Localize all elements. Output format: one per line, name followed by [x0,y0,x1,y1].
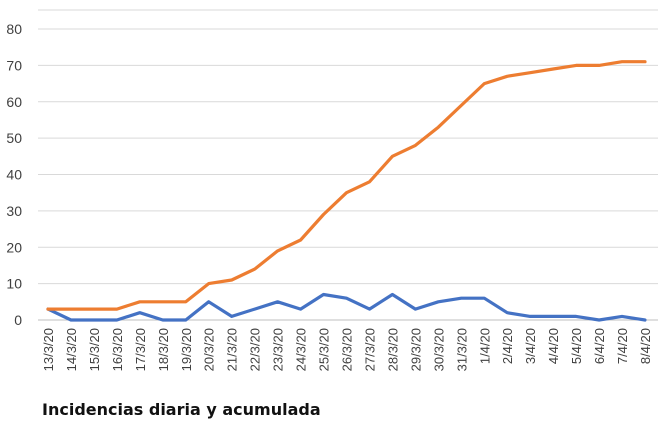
x-tick-label: 25/3/20 [317,328,332,371]
x-tick-label: 13/3/20 [41,328,56,371]
y-tick-label: 30 [6,203,22,219]
x-tick-label: 1/4/20 [477,328,492,364]
y-tick-label: 20 [6,239,22,255]
x-tick-label: 24/3/20 [294,328,309,371]
series-line-1 [46,292,647,322]
x-tick-label: 7/4/20 [615,328,630,364]
x-tick-label: 31/3/20 [454,328,469,371]
x-tick-label: 30/3/20 [431,328,446,371]
y-tick-label: 70 [6,57,22,73]
x-tick-label: 17/3/20 [133,328,148,371]
gridlines [38,9,658,321]
y-axis-tick-labels: 0 10 20 30 40 50 60 70 80 [6,21,22,328]
y-tick-label: 0 [14,312,22,328]
y-tick-label: 80 [6,21,22,37]
y-tick-label: 40 [6,167,22,183]
x-tick-label: 28/3/20 [385,328,400,371]
x-axis-tick-labels: 13/3/20 14/3/20 15/3/20 16/3/20 17/3/20 18/3/… [41,328,653,371]
x-tick-label: 27/3/20 [362,328,377,371]
x-tick-label: 15/3/20 [87,328,102,371]
x-tick-label: 23/3/20 [271,328,286,371]
x-tick-label: 14/3/20 [64,328,79,371]
x-tick-label: 5/4/20 [569,328,584,364]
x-tick-label: 16/3/20 [110,328,125,371]
x-tick-label: 20/3/20 [202,328,217,371]
x-tick-label: 21/3/20 [225,328,240,371]
series-line-2 [46,60,647,311]
x-tick-label: 6/4/20 [592,328,607,364]
x-tick-label: 19/3/20 [179,328,194,371]
x-tick-label: 26/3/20 [340,328,355,371]
y-tick-label: 10 [6,276,22,292]
x-tick-label: 3/4/20 [523,328,538,364]
x-tick-label: 4/4/20 [546,328,561,364]
x-tick-label: 2/4/20 [500,328,515,364]
chart-caption: Incidencias diaria y acumulada [42,400,321,419]
y-tick-label: 50 [6,130,22,146]
x-tick-label: 8/4/20 [638,328,653,364]
x-tick-label: 18/3/20 [156,328,171,371]
y-tick-label: 60 [6,94,22,110]
x-tick-label: 22/3/20 [248,328,263,371]
series-lines [46,60,647,322]
x-tick-label: 29/3/20 [408,328,423,371]
